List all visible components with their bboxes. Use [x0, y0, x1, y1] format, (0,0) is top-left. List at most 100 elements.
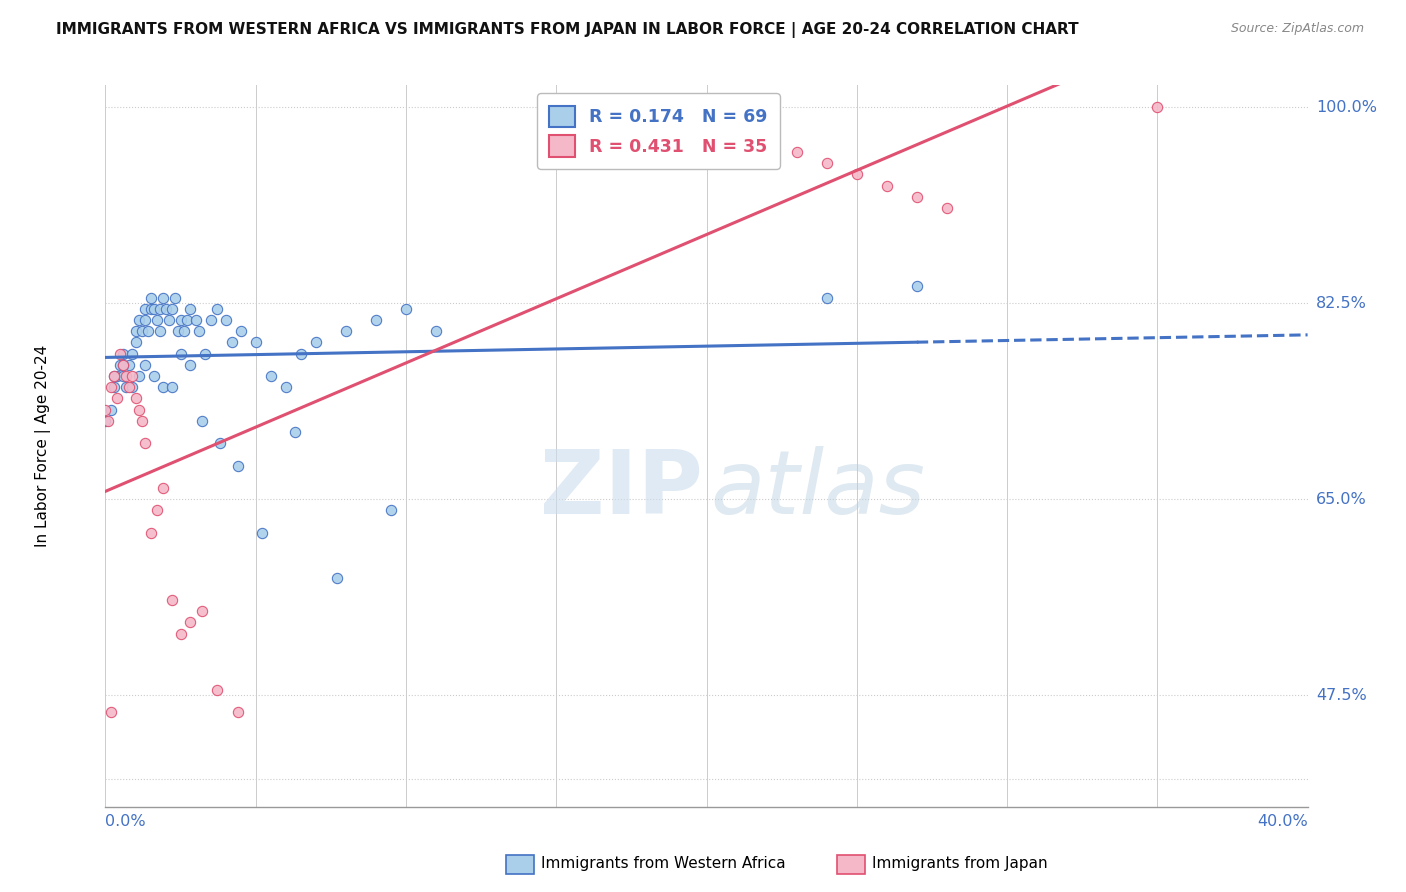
Point	[364, 313, 387, 327]
Point	[118, 380, 141, 394]
Point	[696, 112, 718, 126]
Point	[166, 324, 188, 338]
Point	[176, 313, 198, 327]
Point	[112, 358, 135, 372]
Point	[245, 335, 267, 350]
Point	[131, 414, 153, 428]
Point	[148, 301, 170, 316]
Point	[124, 324, 146, 338]
Text: atlas: atlas	[710, 446, 925, 533]
Point	[121, 369, 143, 384]
Point	[725, 122, 748, 136]
Point	[134, 436, 156, 450]
Point	[103, 369, 125, 384]
Point	[160, 593, 183, 607]
Point	[905, 279, 928, 293]
Point	[205, 682, 228, 697]
Point	[190, 604, 212, 618]
Point	[134, 313, 156, 327]
Point	[121, 380, 143, 394]
Text: Immigrants from Western Africa: Immigrants from Western Africa	[541, 856, 786, 871]
Point	[152, 380, 174, 394]
Point	[139, 291, 162, 305]
Point	[335, 324, 357, 338]
Text: 82.5%: 82.5%	[1316, 295, 1367, 310]
Text: 47.5%: 47.5%	[1316, 688, 1367, 703]
Point	[142, 301, 165, 316]
Point	[128, 369, 150, 384]
Point	[160, 380, 183, 394]
Point	[131, 324, 153, 338]
Point	[157, 313, 180, 327]
Point	[226, 458, 249, 473]
Point	[128, 313, 150, 327]
Text: 100.0%: 100.0%	[1316, 100, 1376, 115]
Point	[112, 346, 135, 360]
Text: ZIP: ZIP	[540, 446, 703, 533]
Point	[190, 414, 212, 428]
Point	[305, 335, 328, 350]
Point	[107, 369, 129, 384]
Point	[100, 705, 122, 719]
Point	[200, 313, 222, 327]
Point	[152, 481, 174, 495]
Point	[100, 402, 122, 417]
Point	[876, 178, 898, 193]
Text: 65.0%: 65.0%	[1316, 491, 1367, 507]
Point	[103, 380, 125, 394]
Text: 40.0%: 40.0%	[1257, 814, 1308, 829]
Point	[380, 503, 402, 517]
Point	[148, 324, 170, 338]
Point	[128, 402, 150, 417]
Point	[221, 335, 243, 350]
Point	[179, 358, 201, 372]
Point	[103, 369, 125, 384]
Point	[786, 145, 808, 159]
Point	[100, 380, 122, 394]
Point	[169, 313, 191, 327]
Point	[290, 346, 312, 360]
Point	[169, 626, 191, 640]
Point	[755, 134, 778, 148]
Point	[121, 346, 143, 360]
Point	[118, 358, 141, 372]
Point	[94, 414, 117, 428]
Point	[163, 291, 186, 305]
Text: 0.0%: 0.0%	[105, 814, 146, 829]
Point	[184, 313, 207, 327]
Point	[124, 335, 146, 350]
Point	[179, 615, 201, 630]
Point	[229, 324, 252, 338]
Point	[179, 301, 201, 316]
Text: In Labor Force | Age 20-24: In Labor Force | Age 20-24	[35, 345, 51, 547]
Point	[110, 346, 132, 360]
Point	[136, 324, 159, 338]
Point	[905, 190, 928, 204]
Text: Source: ZipAtlas.com: Source: ZipAtlas.com	[1230, 22, 1364, 36]
Point	[284, 425, 307, 439]
Point	[815, 291, 838, 305]
Point	[208, 436, 231, 450]
Point	[142, 369, 165, 384]
Point	[395, 301, 418, 316]
Point	[160, 301, 183, 316]
Point	[112, 369, 135, 384]
Point	[139, 301, 162, 316]
Point	[145, 503, 167, 517]
Point	[815, 156, 838, 170]
Text: Immigrants from Japan: Immigrants from Japan	[872, 856, 1047, 871]
Point	[936, 201, 959, 215]
Point	[425, 324, 447, 338]
Legend: R = 0.174   N = 69, R = 0.431   N = 35: R = 0.174 N = 69, R = 0.431 N = 35	[537, 94, 780, 169]
Point	[139, 525, 162, 540]
Point	[107, 392, 129, 406]
Point	[194, 346, 217, 360]
Point	[250, 525, 273, 540]
Point	[260, 369, 283, 384]
Point	[205, 301, 228, 316]
Point	[124, 392, 146, 406]
Point	[845, 167, 868, 181]
Point	[110, 358, 132, 372]
Point	[145, 313, 167, 327]
Point	[173, 324, 195, 338]
